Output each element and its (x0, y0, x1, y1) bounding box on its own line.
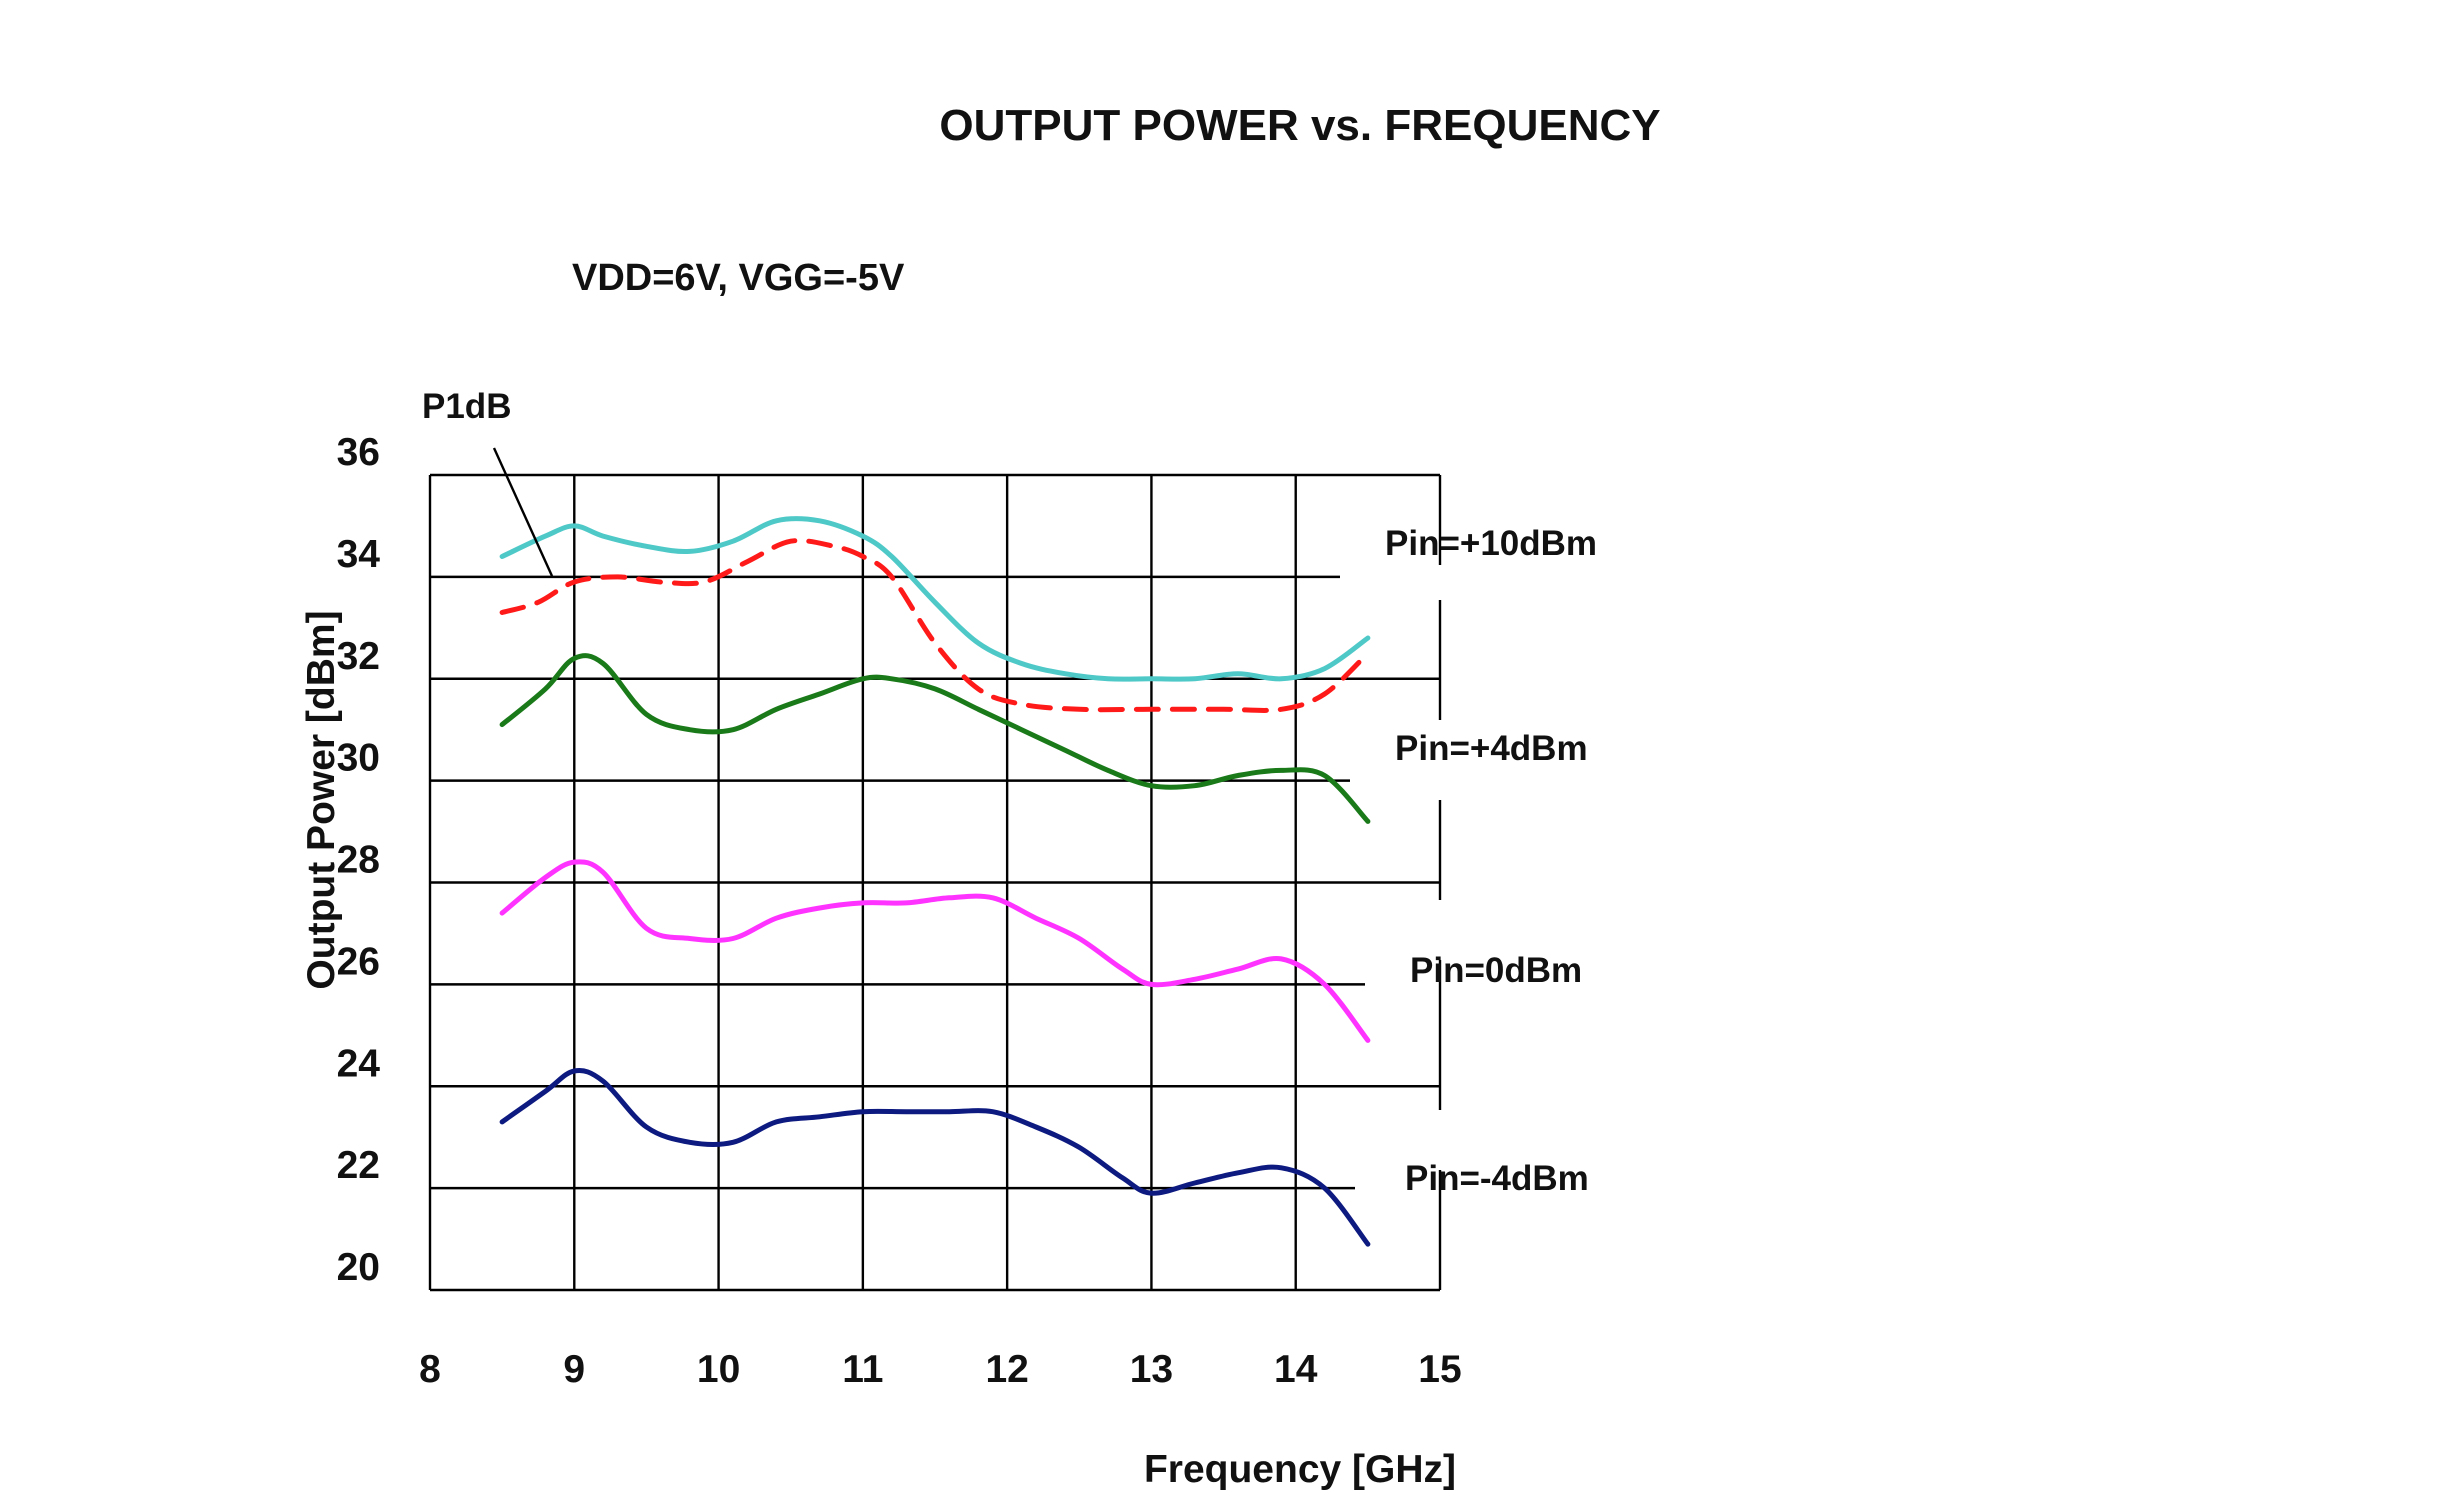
series-label-1: Pin=+10dBm (1385, 524, 1597, 563)
series-line-5 (499, 1068, 1371, 1247)
chart-subtitle: VDD=6V, VGG=-5V (572, 257, 905, 299)
y-axis-label: Output Power [dBm] (300, 610, 343, 989)
x-tick-label: 15 (1418, 1348, 1461, 1391)
x-tick-label: 10 (697, 1348, 740, 1391)
series-line-3 (499, 653, 1371, 824)
series-labels: Pin=+10dBm Pin=+4dBm Pin=0dBm Pin=-4dBm (1385, 524, 1597, 1198)
x-tick-label: 9 (563, 1348, 585, 1391)
series-label-5: Pin=-4dBm (1405, 1159, 1589, 1198)
y-tick-label: 34 (337, 533, 381, 576)
series-label-3: Pin=+4dBm (1395, 729, 1588, 768)
chart-title: OUTPUT POWER vs. FREQUENCY (939, 101, 1660, 150)
series-label-4: Pin=0dBm (1410, 951, 1582, 990)
x-tick-label: 13 (1130, 1348, 1173, 1391)
series-line-2 (499, 538, 1371, 713)
y-tick-label: 32 (337, 635, 380, 678)
series-lines (499, 516, 1371, 1247)
x-tick-label: 14 (1274, 1348, 1318, 1391)
tick-labels: 20 22 24 26 28 30 32 34 36 8 9 10 11 12 13 14 15 (337, 431, 1462, 1391)
y-tick-label: 28 (337, 839, 380, 882)
p1db-annotation-leader (492, 447, 554, 577)
x-axis-label: Frequency [GHz] (1144, 1448, 1456, 1491)
y-tick-label: 36 (337, 431, 380, 474)
y-tick-label: 22 (337, 1144, 380, 1187)
y-tick-label: 30 (337, 737, 380, 780)
y-tick-label: 26 (337, 940, 380, 983)
series-line-1 (499, 516, 1371, 682)
y-tick-label: 24 (337, 1042, 381, 1085)
series-line-4 (499, 859, 1371, 1043)
p1db-annotation: P1dB (422, 387, 511, 426)
x-tick-label: 12 (985, 1348, 1028, 1391)
grid (428, 473, 1442, 1292)
x-tick-label: 8 (419, 1348, 441, 1391)
y-tick-label: 20 (337, 1246, 380, 1289)
x-tick-label: 11 (842, 1348, 883, 1391)
